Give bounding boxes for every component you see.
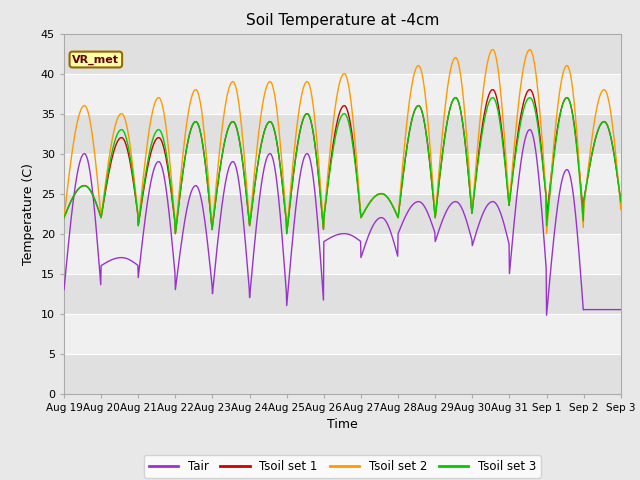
Legend: Tair, Tsoil set 1, Tsoil set 2, Tsoil set 3: Tair, Tsoil set 1, Tsoil set 2, Tsoil se… [144, 455, 541, 478]
Bar [64, 114, 621, 154]
Bar [64, 354, 621, 394]
X-axis label: Time: Time [327, 418, 358, 431]
Bar [64, 313, 621, 354]
Bar [64, 234, 621, 274]
Text: VR_met: VR_met [72, 54, 119, 65]
Bar [64, 34, 621, 73]
Bar [64, 154, 621, 193]
Bar [64, 274, 621, 313]
Y-axis label: Temperature (C): Temperature (C) [22, 163, 35, 264]
Bar [64, 73, 621, 114]
Bar [64, 193, 621, 234]
Title: Soil Temperature at -4cm: Soil Temperature at -4cm [246, 13, 439, 28]
